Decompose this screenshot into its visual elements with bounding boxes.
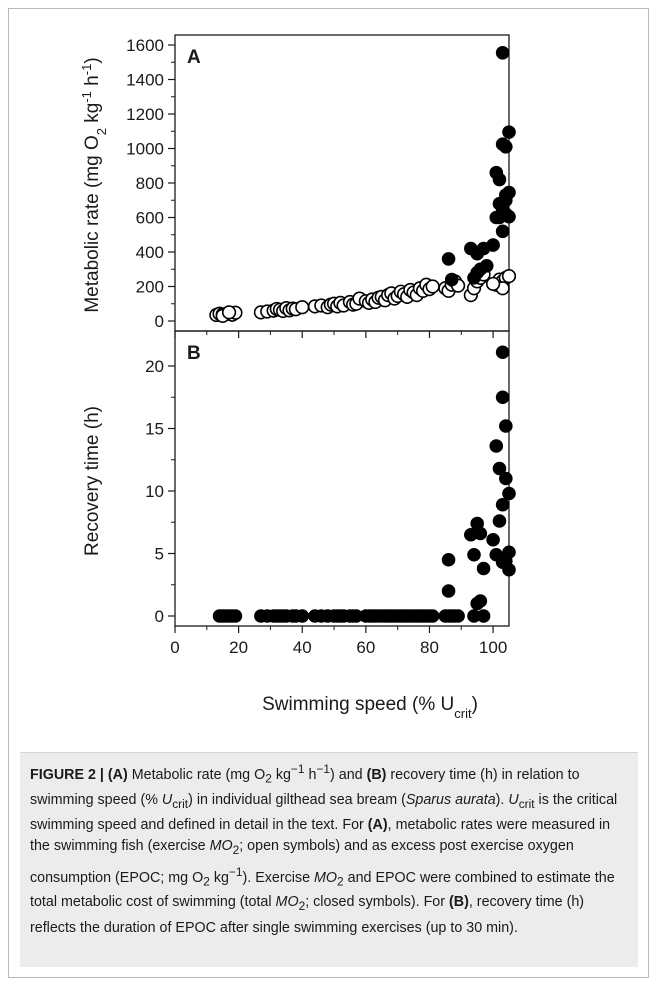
panel-b-filled-point xyxy=(467,547,481,562)
panel-b-ytick-label: 10 xyxy=(145,482,164,501)
panel-b-filled-point xyxy=(499,419,513,433)
panel-b-filled-point xyxy=(441,584,456,598)
panel-b-ytick-label: 20 xyxy=(145,357,164,376)
panel-b-ytick-label: 5 xyxy=(155,545,164,564)
panel-b-filled-point xyxy=(476,561,491,576)
panel-a-ytick-label: 1200 xyxy=(126,105,164,124)
panel-a-filled-point xyxy=(502,209,516,224)
panel-b-filled-point xyxy=(473,526,488,541)
panel-b-filled-point xyxy=(502,562,516,577)
panel-b-filled-point xyxy=(486,532,500,547)
panel-b-filled-point xyxy=(502,486,516,501)
panel-a-filled-point xyxy=(441,252,456,266)
panel-a-filled-point xyxy=(502,185,516,200)
panel-a-ytick-label: 1600 xyxy=(126,36,164,55)
x-tick-label: 20 xyxy=(229,638,248,657)
panel-a-filled-point xyxy=(486,238,500,252)
panel-b-frame xyxy=(174,330,510,627)
panel-a-open-point xyxy=(221,305,237,320)
panel-a-ytick-label: 600 xyxy=(136,209,164,228)
panel-b-ytick-label: 15 xyxy=(145,420,164,439)
panel-a-ytick-label: 1400 xyxy=(126,71,164,90)
panel-a-filled-point xyxy=(470,265,484,280)
panel-a-filled-point xyxy=(495,45,510,60)
panel-b-filled-point xyxy=(425,609,440,623)
panel-a-ytick-label: 400 xyxy=(136,243,164,262)
panel-a-ytick-label: 800 xyxy=(136,174,164,193)
panel-b-ytick-label: 0 xyxy=(155,607,164,626)
panel-a-filled-point xyxy=(479,259,494,273)
panel-a-open-point xyxy=(501,269,517,284)
panel-a-plot: 0 200 400 600 800 1000 1200 1400 1600 xyxy=(126,34,517,338)
panel-b-filled-point xyxy=(228,609,243,623)
panel-a-ylabel: Metabolic rate (mg O2 kg-1 h-1) xyxy=(79,57,109,312)
figure-frame xyxy=(8,8,649,978)
panel-b-filled-point xyxy=(295,609,310,623)
panel-a-ytick-label: 1000 xyxy=(126,140,164,159)
panel-b-filled-point xyxy=(492,514,507,528)
panel-b-filled-point xyxy=(451,609,465,623)
panel-a-letter: A xyxy=(187,47,201,68)
x-tick-label: 60 xyxy=(356,638,375,657)
panel-a-open-point xyxy=(295,300,310,315)
panel-b-filled-point xyxy=(473,594,488,608)
panel-a-ytick-label: 0 xyxy=(155,312,164,331)
panel-b-filled-point xyxy=(495,390,510,405)
panel-a-filled-point xyxy=(492,172,507,187)
panel-b-letter: B xyxy=(187,343,201,364)
x-axis-title: Swimming speed (% Ucrit) xyxy=(262,694,478,721)
x-tick-label: 100 xyxy=(479,638,507,657)
panel-a-filled-point xyxy=(499,139,513,154)
x-tick-label: 40 xyxy=(293,638,312,657)
panel-a-open-point xyxy=(425,279,440,294)
panel-b-ylabel: Recovery time (h) xyxy=(82,406,103,556)
panel-b-filled-point xyxy=(489,439,504,453)
caption-text: FIGURE 2 | (A) Metabolic rate (mg O2 kg−… xyxy=(30,762,618,936)
panel-a-ytick-label: 200 xyxy=(136,278,164,297)
panel-a-filled-point xyxy=(444,272,459,287)
panel-b-filled-point xyxy=(492,461,507,476)
panel-b-plot: 0 5 10 15 20 0 20 40 60 80 100 xyxy=(145,330,516,657)
panel-b-filled-point xyxy=(476,609,491,623)
panel-a-open-point xyxy=(485,276,501,292)
x-tick-label: 80 xyxy=(420,638,439,657)
figure-caption: FIGURE 2 | (A) Metabolic rate (mg O2 kg−… xyxy=(20,752,638,967)
panel-b-filled-point xyxy=(441,552,456,567)
panel-b-filled-point xyxy=(502,545,516,560)
panel-a-filled-point xyxy=(502,125,516,139)
x-tick-label: 0 xyxy=(170,638,179,657)
panel-a-filled-point xyxy=(495,224,510,239)
panel-b-filled-point xyxy=(495,345,510,360)
panel-b-filled-point xyxy=(495,497,510,512)
panel-b-filled-point xyxy=(499,471,513,486)
